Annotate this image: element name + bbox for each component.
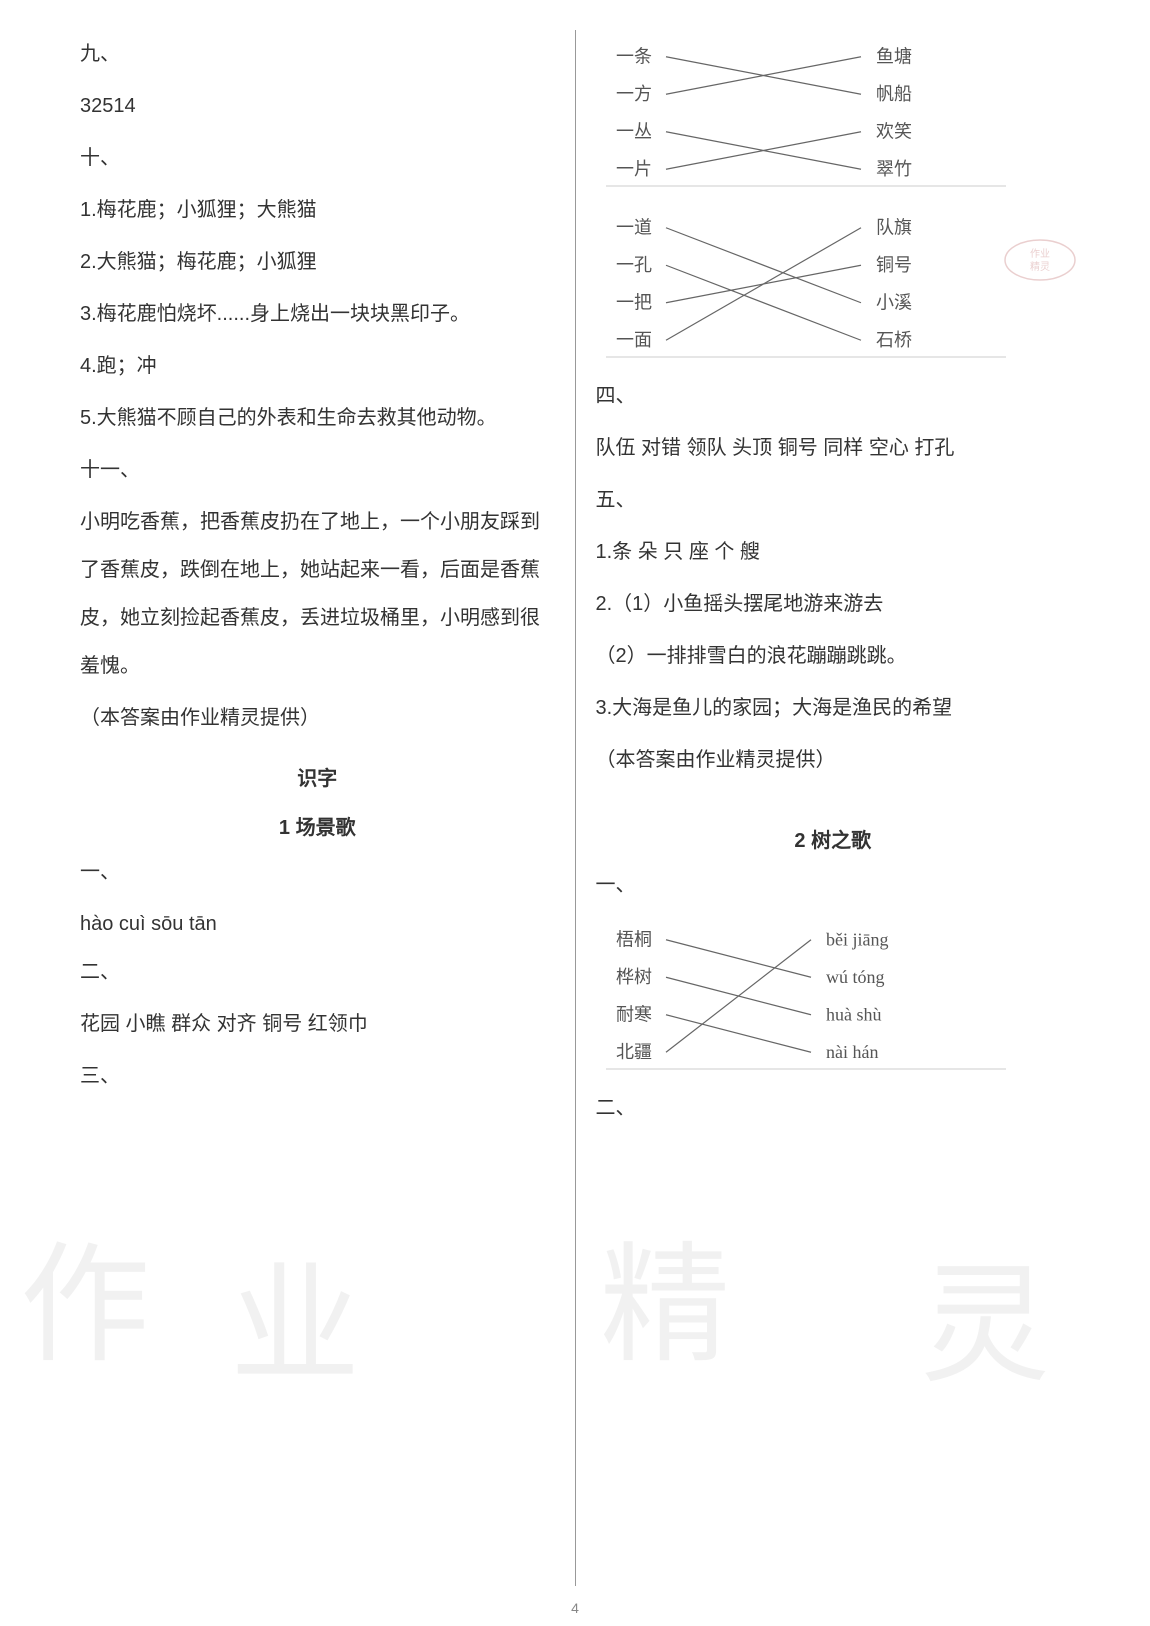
section-9-content: 32514 — [80, 82, 555, 130]
section-5-header: 五、 — [596, 476, 1071, 524]
page-number: 4 — [571, 1600, 579, 1616]
svg-text:一把: 一把 — [616, 292, 652, 312]
section-10-item-4: 4.跑；冲 — [80, 342, 555, 390]
section-10-item-2: 2.大熊猫；梅花鹿；小狐狸 — [80, 238, 555, 286]
svg-text:běi jiāng: běi jiāng — [826, 929, 888, 949]
section-5-item-4: 3.大海是鱼儿的家园；大海是渔民的希望 — [596, 684, 1071, 732]
svg-text:一丛: 一丛 — [616, 121, 652, 141]
svg-text:huà shù: huà shù — [826, 1004, 882, 1024]
left-section-1-header: 一、 — [80, 848, 555, 896]
svg-text:铜号: 铜号 — [876, 255, 912, 275]
svg-text:翠竹: 翠竹 — [876, 159, 912, 179]
matching-diagram-2: 一道 队旗一孔 铜号一把 小溪一面 石桥 — [596, 209, 1016, 359]
svg-text:一面: 一面 — [616, 330, 652, 350]
svg-text:欢笑: 欢笑 — [876, 121, 912, 141]
left-section-1-pinyin: hào cuì sōu tān — [80, 900, 555, 948]
left-credit: （本答案由作业精灵提供） — [80, 694, 555, 742]
section-5-item-3: （2）一排排雪白的浪花蹦蹦跳跳。 — [596, 632, 1071, 680]
right-column: 作业 精灵 一条鱼塘一方帆船一丛欢笑一片翠竹 一道队旗一孔铜号一把小溪一面石桥 … — [576, 30, 1091, 1586]
svg-text:石桥: 石桥 — [876, 330, 912, 350]
svg-text:梧桐: 梧桐 — [616, 929, 652, 949]
matching-diagram-1: 一条 鱼塘一方 帆船一丛 欢笑一片 翠竹 — [596, 38, 1016, 188]
section-5-item-1: 1.条 朵 只 座 个 艘 — [596, 528, 1071, 576]
left-section-2-header: 二、 — [80, 948, 555, 996]
left-column: 九、 32514 十、 1.梅花鹿；小狐狸；大熊猫 2.大熊猫；梅花鹿；小狐狸 … — [60, 30, 576, 1586]
lesson-1-title: 1 场景歌 — [80, 811, 555, 840]
section-11-story: 小明吃香蕉，把香蕉皮扔在了地上，一个小朋友踩到了香蕉皮，跌倒在地上，她站起来一看… — [80, 498, 555, 690]
lesson-2-title: 2 树之歌 — [596, 824, 1071, 853]
section-10-item-5: 5.大熊猫不顾自己的外表和生命去救其他动物。 — [80, 394, 555, 442]
svg-text:一条: 一条 — [616, 46, 652, 66]
left-section-2-content: 花园 小瞧 群众 对齐 铜号 红领巾 — [80, 1000, 555, 1048]
svg-text:小溪: 小溪 — [876, 292, 912, 312]
matching-diagram-3: 梧桐 běi jiāng 桦树 wú tóng 耐寒 huà shù 北疆 nài hán — [596, 921, 1016, 1071]
svg-text:北疆: 北疆 — [616, 1042, 652, 1062]
right-section-2-header: 二、 — [596, 1084, 1071, 1132]
section-11-header: 十一、 — [80, 446, 555, 494]
svg-text:耐寒: 耐寒 — [616, 1004, 652, 1024]
section-10-item-1: 1.梅花鹿；小狐狸；大熊猫 — [80, 186, 555, 234]
section-9-header: 九、 — [80, 30, 555, 78]
svg-text:wú tóng: wú tóng — [826, 967, 885, 987]
left-section-3-header: 三、 — [80, 1052, 555, 1100]
svg-text:一孔: 一孔 — [616, 255, 652, 275]
svg-text:一片: 一片 — [616, 159, 652, 179]
svg-text:nài hán: nài hán — [826, 1042, 878, 1062]
svg-text:桦树: 桦树 — [616, 967, 652, 987]
svg-text:精灵: 精灵 — [1030, 260, 1050, 273]
svg-text:鱼塘: 鱼塘 — [876, 46, 912, 66]
svg-text:队旗: 队旗 — [876, 217, 912, 237]
svg-text:一方: 一方 — [616, 84, 652, 104]
section-4-header: 四、 — [596, 372, 1071, 420]
stamp-decoration: 作业 精灵 — [1000, 235, 1080, 285]
right-section-1-header: 一、 — [596, 861, 1071, 909]
section-10-item-3: 3.梅花鹿怕烧坏......身上烧出一块块黑印子。 — [80, 290, 555, 338]
svg-text:作业: 作业 — [1030, 248, 1050, 260]
section-4-content: 队伍 对错 领队 头顶 铜号 同样 空心 打孔 — [596, 424, 1071, 472]
unit-title: 识字 — [80, 762, 555, 791]
section-5-item-2: 2.（1）小鱼摇头摆尾地游来游去 — [596, 580, 1071, 628]
svg-text:一道: 一道 — [616, 217, 652, 237]
right-credit: （本答案由作业精灵提供） — [596, 736, 1071, 784]
page-container: 九、 32514 十、 1.梅花鹿；小狐狸；大熊猫 2.大熊猫；梅花鹿；小狐狸 … — [0, 0, 1150, 1626]
svg-text:帆船: 帆船 — [876, 84, 912, 104]
section-10-header: 十、 — [80, 134, 555, 182]
